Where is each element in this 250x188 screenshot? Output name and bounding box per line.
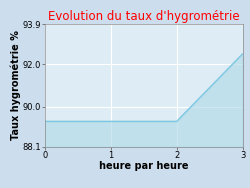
Title: Evolution du taux d'hygrométrie: Evolution du taux d'hygrométrie [48,10,240,23]
X-axis label: heure par heure: heure par heure [99,161,188,171]
Y-axis label: Taux hygrométrie %: Taux hygrométrie % [10,31,21,140]
